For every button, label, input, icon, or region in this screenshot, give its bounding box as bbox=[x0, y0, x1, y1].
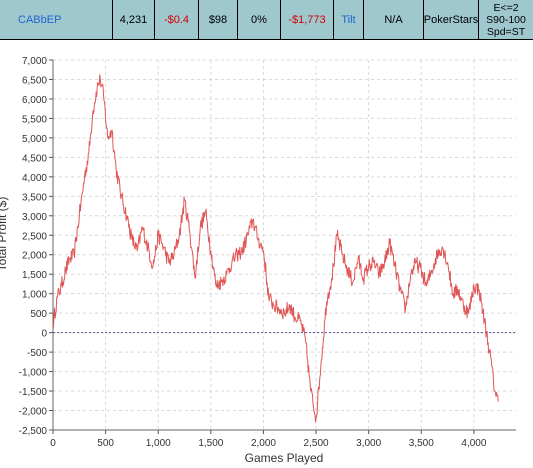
total-profit-value: -$1,773 bbox=[281, 0, 334, 39]
y-tick-label: 6,000 bbox=[22, 95, 47, 106]
series-layer bbox=[52, 74, 499, 423]
x-tick-label: 2,500 bbox=[304, 438, 329, 449]
grid-layer bbox=[52, 59, 516, 431]
hands-count: 4,231 bbox=[113, 0, 155, 39]
avg-profit-value: -$0.4 bbox=[155, 0, 199, 39]
x-tick-label: 3,500 bbox=[409, 438, 434, 449]
y-tick-label: 500 bbox=[30, 309, 47, 320]
x-tick-label: 1,500 bbox=[198, 438, 223, 449]
y-tick-label: 1,000 bbox=[22, 290, 47, 301]
x-tick-label: 4,000 bbox=[461, 438, 486, 449]
y-tick-label: 6,500 bbox=[22, 75, 47, 86]
x-tick-label: 1,000 bbox=[146, 438, 171, 449]
y-tick-label: -500 bbox=[27, 348, 47, 359]
filter-info: E<=2 S90-100 Spd=ST bbox=[479, 0, 533, 39]
y-tick-label: -2,500 bbox=[19, 426, 48, 437]
y-tick-label: 4,000 bbox=[22, 173, 47, 184]
y-axis-label: Total Profit ($) bbox=[0, 197, 9, 272]
filter-line-3: Spd=ST bbox=[486, 25, 526, 38]
y-tick-label: 5,500 bbox=[22, 114, 47, 125]
axis-layer: -2,500 -2,000 -1,500 -1,000 -500 0 500 1,000 1,5… bbox=[19, 56, 516, 449]
y-tick-label: 2,000 bbox=[22, 251, 47, 262]
x-tick-label: 3,000 bbox=[356, 438, 381, 449]
player-name-link[interactable]: CABbEP bbox=[0, 0, 113, 39]
y-tick-label: -1,000 bbox=[19, 368, 48, 379]
y-tick-label: 3,000 bbox=[22, 212, 47, 223]
y-tick-label: 7,000 bbox=[22, 56, 47, 67]
y-tick-label: 2,500 bbox=[22, 231, 47, 242]
profit-series-line bbox=[52, 74, 499, 423]
tilt-link[interactable]: Tilt bbox=[334, 0, 364, 39]
site-value: PokerStars bbox=[424, 0, 479, 39]
filter-line-2: S90-100 bbox=[486, 13, 526, 26]
y-tick-label: 1,500 bbox=[22, 270, 47, 281]
y-tick-label: 0 bbox=[41, 329, 47, 340]
x-tick-label: 2,000 bbox=[251, 438, 276, 449]
roi-value: 0% bbox=[238, 0, 281, 39]
x-axis-label: Games Played bbox=[245, 451, 324, 465]
y-tick-label: 5,000 bbox=[22, 134, 47, 145]
y-tick-label: -1,500 bbox=[19, 387, 48, 398]
na-value: N/A bbox=[364, 0, 424, 39]
y-tick-label: 4,500 bbox=[22, 153, 47, 164]
x-tick-label: 500 bbox=[97, 438, 114, 449]
x-tick-label: 0 bbox=[50, 438, 56, 449]
stats-row: CABbEP 4,231 -$0.4 $98 0% -$1,773 Tilt N… bbox=[0, 0, 533, 40]
filter-line-1: E<=2 bbox=[493, 1, 519, 14]
y-tick-label: 3,500 bbox=[22, 192, 47, 203]
profit-chart: -2,500 -2,000 -1,500 -1,000 -500 0 500 1,000 1,5… bbox=[0, 56, 516, 465]
y-tick-label: -2,000 bbox=[19, 407, 48, 418]
avg-stake-value: $98 bbox=[199, 0, 238, 39]
